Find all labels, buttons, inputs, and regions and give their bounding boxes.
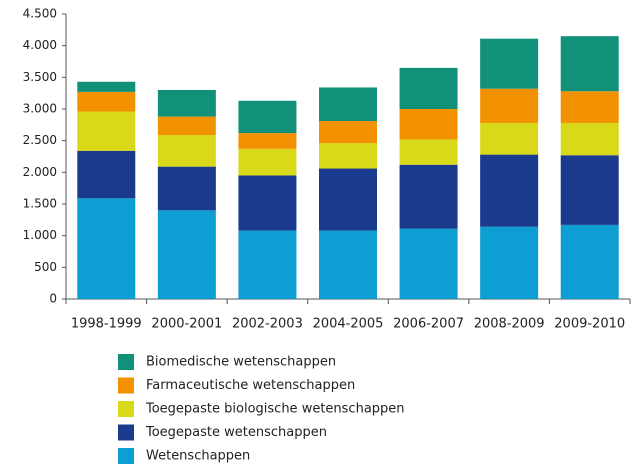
- y-tick-label: 1.500: [23, 197, 57, 211]
- bar-segment: [480, 226, 539, 299]
- y-tick-label: 3.500: [23, 70, 57, 84]
- bar-segment: [480, 88, 539, 123]
- y-tick-label: 1.000: [23, 228, 57, 242]
- bar-segment: [399, 109, 458, 140]
- y-tick-label: 2.500: [23, 133, 57, 147]
- bar-segment: [319, 168, 377, 231]
- legend-label: Wetenschappen: [146, 449, 250, 464]
- bar-segment: [319, 121, 377, 144]
- bar-segment: [319, 87, 377, 122]
- y-tick-label: 4.000: [23, 38, 57, 52]
- bar-segment: [560, 36, 619, 92]
- x-tick-label: 2009-2010: [554, 317, 625, 332]
- bar-segment: [238, 230, 297, 299]
- y-tick-label: 4.500: [23, 7, 57, 21]
- bar-segment: [238, 133, 297, 149]
- y-tick-label: 500: [34, 260, 57, 274]
- bar-segment: [157, 116, 216, 135]
- bar-segment: [319, 230, 377, 299]
- bar-segment: [77, 150, 136, 199]
- legend-swatch: [118, 401, 134, 417]
- bar-segment: [560, 122, 619, 156]
- bar-segment: [77, 198, 136, 299]
- legend-swatch: [118, 354, 134, 370]
- legend-swatch: [118, 424, 134, 441]
- legend-swatch: [118, 448, 134, 464]
- bar-segment: [238, 100, 297, 134]
- bar-segment: [399, 139, 458, 165]
- x-tick-label: 1998-1999: [71, 317, 142, 332]
- bar-segment: [157, 134, 216, 167]
- bar-segment: [399, 164, 458, 229]
- bar-segment: [157, 90, 216, 117]
- x-tick-label: 2000-2001: [151, 317, 222, 332]
- x-tick-label: 2006-2007: [393, 317, 464, 332]
- bar-segment: [480, 154, 539, 227]
- legend-label: Farmaceutische wetenschappen: [146, 378, 355, 393]
- bar-segment: [399, 67, 458, 109]
- bar-segment: [238, 148, 297, 176]
- x-tick-label: 2002-2003: [232, 317, 303, 332]
- y-tick-label: 0: [49, 292, 57, 306]
- bar-segment: [77, 91, 136, 112]
- x-tick-label: 2008-2009: [474, 317, 545, 332]
- bar-segment: [157, 210, 216, 299]
- bar-segment: [77, 111, 136, 151]
- legend-swatch: [118, 377, 134, 394]
- bar-segment: [560, 155, 619, 225]
- y-tick-label: 2.000: [23, 165, 57, 179]
- bar-segment: [157, 166, 216, 211]
- legend-label: Toegepaste biologische wetenschappen: [145, 402, 405, 417]
- x-tick-label: 2004-2005: [313, 317, 384, 332]
- bar-segment: [319, 143, 377, 169]
- bar-segment: [77, 81, 136, 92]
- bar-segment: [560, 224, 619, 299]
- y-tick-label: 3.000: [23, 102, 57, 116]
- bar-segment: [480, 38, 539, 89]
- bar-segment: [480, 122, 539, 155]
- bar-segment: [238, 175, 297, 231]
- legend-label: Toegepaste wetenschappen: [145, 425, 327, 440]
- bar-segment: [560, 91, 619, 123]
- legend-label: Biomedische wetenschappen: [146, 355, 336, 370]
- bar-segment: [399, 228, 458, 299]
